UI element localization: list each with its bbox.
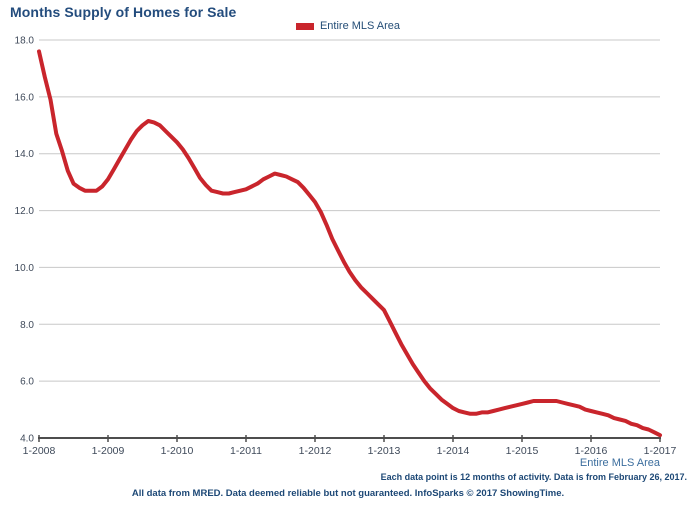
svg-text:1-2017: 1-2017 <box>644 445 677 457</box>
svg-text:8.0: 8.0 <box>20 320 34 331</box>
x-axis-labels: 1-2008 1-2009 1-2010 1-2011 1-2012 1-2013 1-20… <box>23 445 677 457</box>
svg-text:1-2012: 1-2012 <box>299 445 332 457</box>
legend: Entire MLS Area <box>0 20 696 32</box>
svg-text:12.0: 12.0 <box>15 206 35 217</box>
svg-text:1-2010: 1-2010 <box>161 445 194 457</box>
legend-series-label[interactable]: Entire MLS Area <box>319 20 401 32</box>
svg-text:14.0: 14.0 <box>15 149 35 160</box>
disclaimer: All data from MRED. Data deemed reliable… <box>131 488 565 499</box>
legend-series-swatch <box>295 22 314 30</box>
svg-text:4.0: 4.0 <box>20 434 34 445</box>
svg-text:10.0: 10.0 <box>15 263 35 274</box>
gridlines <box>39 39 660 382</box>
svg-text:1-2009: 1-2009 <box>92 445 125 457</box>
svg-text:1-2015: 1-2015 <box>506 445 539 457</box>
series-link-entire-mls-area[interactable]: Entire MLS Area <box>579 457 660 469</box>
svg-text:1-2014: 1-2014 <box>437 445 470 457</box>
svg-text:1-2016: 1-2016 <box>575 445 608 457</box>
y-axis-labels: 4.0 6.0 8.0 10.0 12.0 14.0 16.0 18.0 <box>15 36 35 445</box>
svg-text:1-2013: 1-2013 <box>368 445 401 457</box>
svg-text:1-2008: 1-2008 <box>23 445 56 457</box>
svg-text:16.0: 16.0 <box>15 92 35 103</box>
data-note: Each data point is 12 months of activity… <box>380 472 687 482</box>
page-title: Months Supply of Homes for Sale <box>10 4 237 20</box>
series-line-entire-mls-area <box>37 49 662 438</box>
x-axis <box>38 435 661 442</box>
svg-text:18.0: 18.0 <box>15 36 35 47</box>
chart-canvas: 4.06.08.010.012.014.016.018.01-2008 1-200… <box>15 36 677 458</box>
svg-text:6.0: 6.0 <box>20 377 34 388</box>
svg-text:1-2011: 1-2011 <box>230 445 262 457</box>
